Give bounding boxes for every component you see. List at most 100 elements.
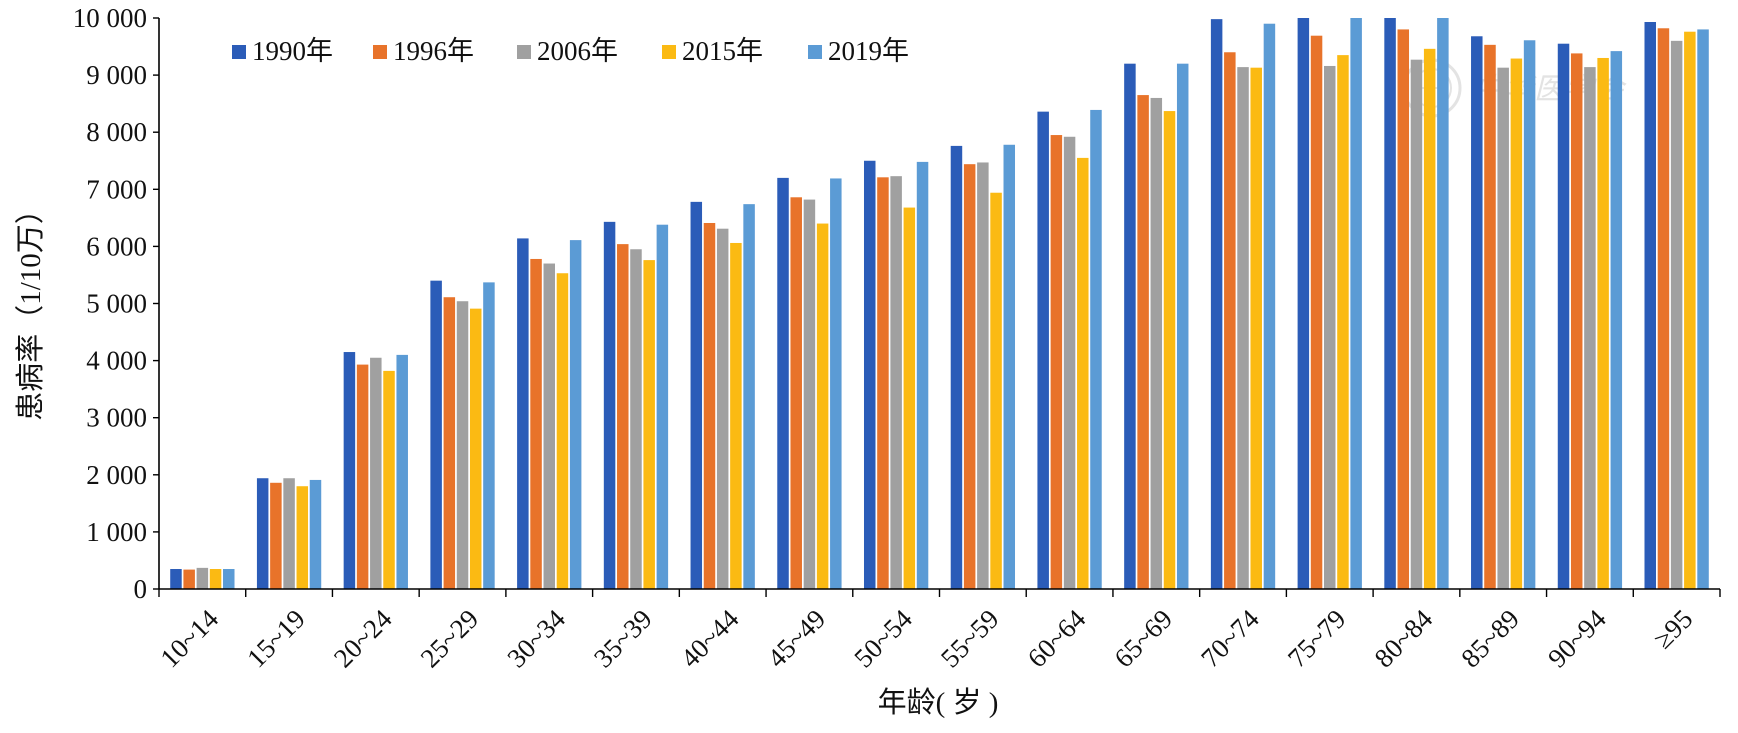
bar-45~49-2015年 [816,223,829,589]
bar-65~69-2019年 [1176,63,1189,590]
legend-label-2015年: 2015年 [682,36,763,66]
bar-35~39-2019年 [656,224,669,589]
bar-≥95-2015年 [1684,31,1696,589]
bar-60~64-2006年 [1063,136,1076,589]
x-tick-label: 80~84 [1369,603,1439,673]
bar-15~19-2019年 [309,479,322,589]
legend-swatch-2019年 [808,45,822,59]
bar-20~24-2019年 [396,354,408,589]
bar-55~59-1996年 [963,164,976,589]
x-tick-label: 65~69 [1108,604,1178,674]
bar-85~89-1996年 [1484,44,1496,589]
y-tick-label: 9 000 [86,60,147,90]
x-tick-label: 20~24 [328,603,398,673]
bar-50~54-1996年 [877,177,889,589]
bar-55~59-2019年 [1003,144,1016,589]
bar-10~14-2015年 [209,569,222,589]
x-tick-label: 15~19 [241,604,311,674]
bar-90~94-2019年 [1610,51,1623,590]
bar-35~39-2006年 [630,249,642,589]
bar-75~79-2019年 [1350,18,1362,589]
x-axis-ticks: 10~14 15~19 20~24 25~29 30~34 35~39 40~44 45~49… [154,589,1721,674]
bar-65~69-1990年 [1124,63,1136,590]
bar-25~29-2015年 [469,308,482,589]
bar-45~49-2019年 [830,178,842,589]
bar-20~24-1990年 [343,352,356,589]
bar-30~34-2015年 [556,273,569,589]
bar-50~54-2015年 [903,207,916,589]
bar-75~79-2006年 [1324,65,1336,589]
bar-55~59-2015年 [990,192,1002,590]
bar-≥95-2019年 [1697,29,1709,590]
bar-10~14-2019年 [223,569,235,589]
x-tick-label: 35~39 [588,604,658,674]
bar-85~89-2006年 [1497,67,1509,590]
bar-90~94-1996年 [1570,53,1583,589]
y-tick-label: 3 000 [86,403,147,433]
bar-10~14-1996年 [183,569,195,589]
legend: 1990年 1996年 2006年 2015年 2019年 [232,36,909,66]
legend-swatch-1996年 [373,45,387,59]
legend-label-2019年: 2019年 [828,36,909,66]
bar-≥95-1990年 [1644,22,1656,589]
bar-85~89-1990年 [1471,36,1483,589]
bar-80~84-2019年 [1437,18,1449,589]
bar-45~49-1996年 [790,197,802,590]
x-tick-label: 55~59 [935,604,1005,674]
bar-10~14-1990年 [170,569,182,589]
bar-75~79-2015年 [1337,55,1349,590]
y-tick-label: 10 000 [73,3,147,33]
bar-55~59-2006年 [977,162,989,589]
y-tick-label: 7 000 [86,174,147,204]
bar-55~59-1990年 [950,145,963,589]
bar-40~44-2019年 [743,204,755,589]
bar-45~49-2006年 [803,199,816,589]
bar-15~19-2006年 [283,478,295,589]
bar-75~79-1996年 [1310,35,1323,589]
x-axis-title: 年龄( 岁 ) [878,686,999,719]
bar-60~64-1996年 [1050,135,1063,590]
bar-90~94-1990年 [1557,43,1570,589]
bar-15~19-2015年 [296,486,309,589]
bar-80~84-1990年 [1384,18,1396,589]
x-tick-label: 75~79 [1282,604,1352,674]
x-tick-label: 60~64 [1022,603,1092,673]
y-tick-label: 6 000 [86,231,147,261]
y-tick-label: 2 000 [86,460,147,490]
bar-45~49-1990年 [777,177,789,589]
y-tick-label: 1 000 [86,517,147,547]
bar-60~64-1990年 [1037,111,1049,589]
bar-40~44-2015年 [730,242,742,589]
bar-25~29-2006年 [456,301,469,589]
bar-30~34-2006年 [543,263,555,589]
bar-70~74-2015年 [1250,67,1262,590]
bar-40~44-2006年 [716,228,729,589]
bar-25~29-1996年 [443,297,456,589]
bar-65~69-2015年 [1163,111,1176,589]
bar-20~24-2015年 [383,370,395,589]
bar-70~74-2019年 [1263,23,1276,589]
x-tick-label: 90~94 [1542,603,1612,673]
x-tick-label: 70~74 [1195,603,1265,673]
bar-35~39-2015年 [643,260,655,589]
bar-≥95-2006年 [1670,40,1683,589]
bar-35~39-1996年 [617,244,629,589]
legend-label-1996年: 1996年 [393,36,474,66]
y-axis-title: 患病率（1/10万） [14,195,47,421]
bar-50~54-2006年 [890,176,902,590]
x-tick-label: ≥95 [1648,604,1699,655]
bar-85~89-2019年 [1523,40,1536,589]
bar-50~54-1990年 [863,160,876,589]
bar-30~34-1996年 [530,258,542,589]
x-tick-label: 50~54 [848,603,918,673]
legend-label-2006年: 2006年 [537,36,618,66]
bar-70~74-2006年 [1237,67,1249,590]
bar-90~94-2015年 [1597,57,1609,590]
bars [170,18,1709,590]
y-tick-label: 0 [134,574,148,604]
bar-15~19-1990年 [256,478,269,589]
bar-60~64-2019年 [1090,109,1102,590]
bar-30~34-1990年 [517,238,529,589]
bar-90~94-2006年 [1584,67,1596,590]
